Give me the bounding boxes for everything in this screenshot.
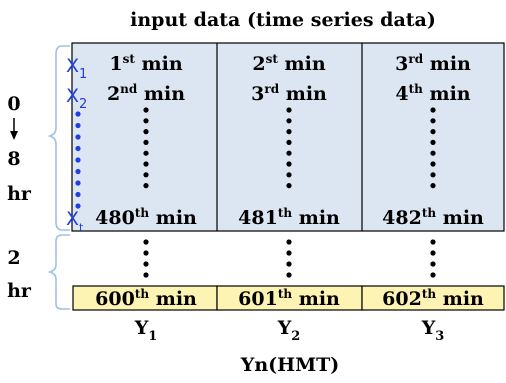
- output-label: Yn(HMT): [240, 354, 339, 376]
- cell-col3-row3: 482th min: [382, 206, 484, 229]
- blue-dot: [75, 145, 81, 152]
- gap-dot: [286, 272, 292, 278]
- gap-dot: [286, 239, 292, 245]
- y-label-3: Y3: [421, 317, 445, 344]
- output-col1: 600th min: [95, 287, 197, 310]
- blue-dot: [75, 111, 81, 117]
- column-dot: [143, 107, 149, 113]
- column-dot: [430, 150, 436, 156]
- gap-dot: [430, 261, 436, 267]
- column-3: 3rd min 4th min 482th min 602th min Y3: [382, 52, 484, 344]
- column-dot: [430, 161, 436, 167]
- column-dot: [286, 172, 292, 178]
- blue-dot: [75, 168, 81, 175]
- column-dot: [286, 150, 292, 156]
- column-1: 1st min 2nd min 480th min 600th min Y1: [95, 52, 197, 344]
- column-dot: [286, 107, 292, 113]
- cell-col1-row3: 480th min: [95, 206, 197, 229]
- output-col3: 602th min: [382, 287, 484, 310]
- cell-col3-row2: 4th min: [395, 82, 470, 105]
- column-dot: [143, 129, 149, 135]
- x-label-1: X1: [66, 55, 87, 82]
- gap-dot: [430, 250, 436, 256]
- column-dot: [430, 183, 436, 189]
- column-dot: [286, 183, 292, 189]
- output-cell-3: [361, 285, 505, 311]
- y-label-1: Y1: [134, 317, 158, 344]
- input-data-block: [71, 42, 505, 232]
- gap-dot: [143, 272, 149, 278]
- column-dot: [143, 118, 149, 124]
- column-2: 2st min 3rd min 481th min 601th min Y2: [238, 52, 340, 344]
- cell-col1-row2: 2nd min: [107, 82, 185, 105]
- blue-dot: [75, 134, 81, 140]
- input-period-brace: [47, 45, 70, 231]
- x-label-2: X2: [66, 85, 87, 112]
- axis-bottom-unit: hr: [7, 280, 32, 302]
- x-label-t: Xt: [66, 208, 84, 234]
- cell-col2-row1: 2st min: [252, 52, 325, 75]
- gap-dot: [430, 239, 436, 245]
- diagram-title: input data (time series data): [130, 9, 436, 31]
- column-dot: [143, 139, 149, 145]
- gap-dot: [430, 272, 436, 278]
- column-dot: [430, 139, 436, 145]
- blue-dot: [75, 180, 81, 186]
- output-col2: 601th min: [238, 287, 340, 310]
- column-dot: [430, 107, 436, 113]
- column-dot: [143, 183, 149, 189]
- output-cell-2: [216, 285, 363, 311]
- column-dot: [143, 172, 149, 178]
- axis-start-label: 0: [7, 93, 20, 115]
- column-dot: [286, 118, 292, 124]
- gap-dot: [143, 250, 149, 256]
- cell-col3-row1: 3rd min: [395, 52, 471, 75]
- column-dot: [143, 150, 149, 156]
- output-period-brace: [47, 234, 70, 310]
- black-dotted-lines: [143, 107, 436, 278]
- input-variable-labels: X1 X2 Xt: [66, 55, 87, 234]
- y-label-2: Y2: [277, 317, 301, 344]
- blue-dot: [75, 157, 81, 163]
- axis-top-unit: hr: [7, 183, 32, 205]
- cell-col2-row2: 3rd min: [251, 82, 327, 105]
- column-dot: [430, 129, 436, 135]
- gap-dot: [286, 250, 292, 256]
- blue-dot: [75, 203, 81, 209]
- gap-dot: [143, 261, 149, 267]
- gap-dot: [143, 239, 149, 245]
- axis-bottom-value: 2: [7, 247, 20, 269]
- blue-dotted-line: [75, 111, 81, 209]
- cell-col1-row1: 1st min: [109, 52, 182, 75]
- column-dot: [430, 118, 436, 124]
- column-dot: [286, 161, 292, 167]
- cell-col2-row3: 481th min: [238, 206, 340, 229]
- gap-dot: [286, 261, 292, 267]
- output-row: [72, 285, 505, 311]
- column-dot: [430, 172, 436, 178]
- blue-dot: [75, 122, 81, 129]
- column-dot: [286, 139, 292, 145]
- blue-dot: [75, 191, 81, 198]
- axis-end-label: 8: [7, 148, 20, 170]
- down-arrow: [10, 118, 18, 140]
- column-dot: [143, 161, 149, 167]
- column-dot: [286, 129, 292, 135]
